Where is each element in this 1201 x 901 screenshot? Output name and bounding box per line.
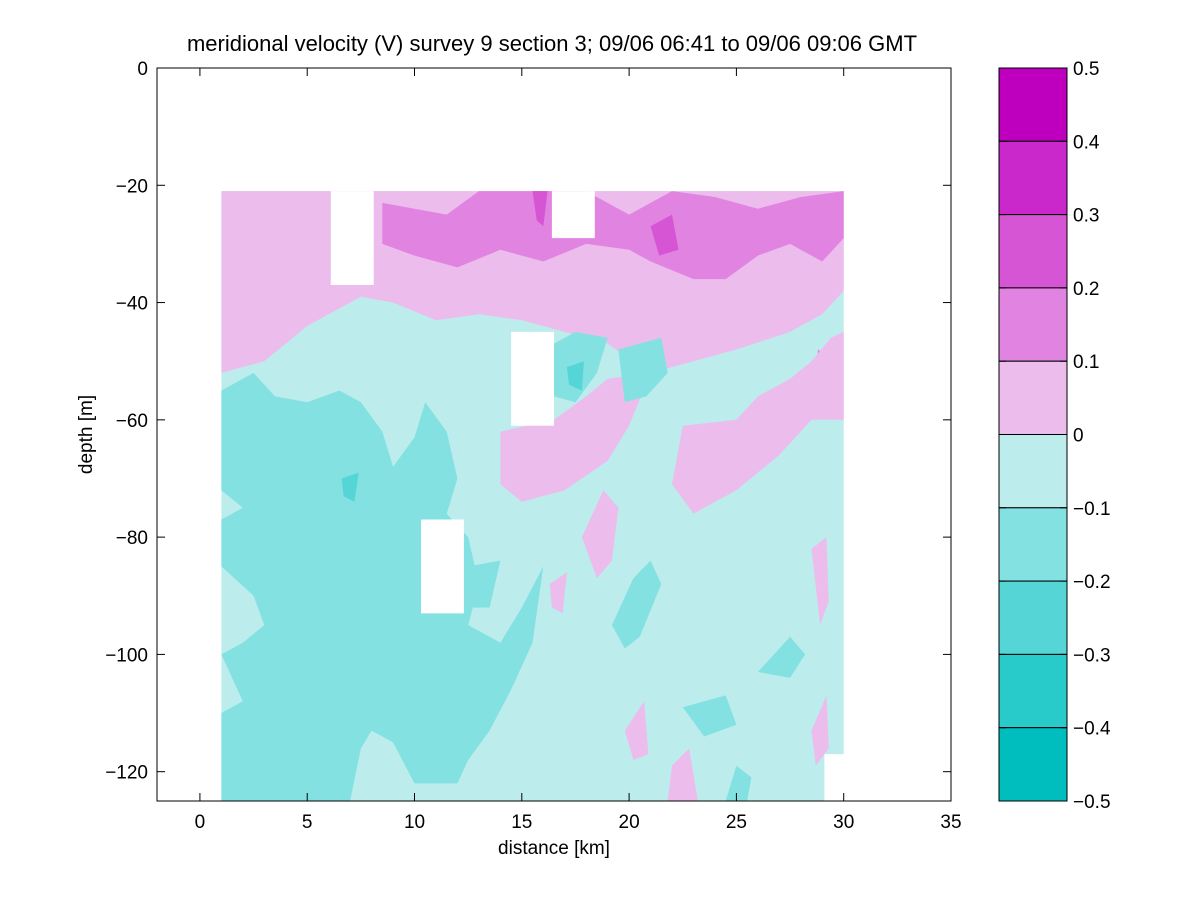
contour-region — [672, 331, 844, 514]
colorbar-tick-label: −0.4 — [1073, 719, 1111, 740]
colorbar-tick-label: 0.1 — [1073, 352, 1099, 373]
colorbar-swatch — [998, 214, 1068, 289]
contour-region — [725, 765, 752, 801]
y-tick-label: −120 — [105, 763, 148, 784]
contour-region — [618, 337, 668, 403]
contour-region — [611, 560, 662, 649]
contour-region — [532, 191, 548, 227]
x-tick-label: 20 — [619, 812, 640, 833]
colorbar-tick-label: 0.4 — [1073, 132, 1100, 153]
plot-area — [221, 191, 846, 801]
contour-region — [341, 472, 359, 502]
y-tick-label: 0 — [137, 59, 148, 80]
x-tick-label: 5 — [302, 812, 313, 833]
no-data-region — [551, 191, 595, 239]
x-tick-label: 25 — [726, 812, 747, 833]
y-axis: 0 −20 −40 −60 −80 −100 −120 — [105, 59, 951, 784]
y-tick-label: −100 — [105, 645, 148, 666]
contour-region — [468, 560, 501, 608]
contour-region — [811, 695, 829, 766]
colorbar-swatch — [998, 653, 1068, 729]
y-tick-label: −20 — [116, 176, 148, 197]
contour-region — [757, 636, 806, 678]
colorbar-swatch — [998, 580, 1068, 655]
x-axis-label: distance [km] — [498, 838, 610, 859]
x-axis: 0 5 10 15 20 25 30 35 — [195, 68, 962, 833]
no-data-region — [421, 519, 464, 614]
colorbar-swatch — [998, 360, 1068, 436]
contour-region — [382, 191, 844, 280]
no-data-region — [511, 331, 554, 426]
contour-region — [221, 372, 544, 801]
colorbar-swatch — [998, 287, 1068, 362]
contour-region — [650, 214, 679, 256]
colorbar-tick-label: 0 — [1073, 426, 1084, 447]
no-data-region — [824, 754, 846, 801]
y-axis-label: depth [m] — [76, 395, 97, 474]
contour-region — [624, 701, 649, 760]
colorbar-tick-label: −0.3 — [1073, 645, 1111, 666]
colorbar-swatch — [998, 507, 1068, 582]
colorbar-tick-label: −0.2 — [1073, 572, 1111, 593]
contour-region — [682, 695, 737, 737]
contour-region — [549, 572, 567, 614]
y-tick-label: −40 — [116, 294, 148, 315]
y-tick-label: −80 — [116, 528, 148, 549]
x-tick-label: 15 — [511, 812, 532, 833]
colorbar-tick-label: −0.1 — [1073, 499, 1111, 520]
contour-region — [500, 372, 651, 502]
x-tick-label: 10 — [404, 812, 425, 833]
no-data-region — [330, 191, 374, 285]
x-tick-label: 0 — [195, 812, 206, 833]
chart-title: meridional velocity (V) survey 9 section… — [187, 31, 917, 56]
contour-region — [566, 361, 584, 391]
colorbar-swatch — [998, 434, 1068, 509]
colorbar-swatch — [998, 67, 1068, 142]
x-tick-label: 30 — [833, 812, 854, 833]
colorbar: 0.5 0.4 0.3 0.2 0.1 0 −0.1 −0.2 −0.3 −0.4 −0.5 — [998, 59, 1111, 813]
x-tick-label: 35 — [940, 812, 961, 833]
colorbar-tick-label: −0.5 — [1073, 792, 1111, 813]
contour-region — [581, 490, 619, 579]
colorbar-tick-label: 0.5 — [1073, 59, 1099, 80]
colorbar-swatch — [998, 140, 1068, 216]
colorbar-tick-label: 0.3 — [1073, 206, 1099, 227]
contour-region — [667, 748, 698, 801]
contour-region — [811, 537, 829, 626]
plot-frame — [156, 67, 952, 802]
colorbar-swatch — [998, 727, 1068, 802]
colorbar-tick-label: 0.2 — [1073, 279, 1099, 300]
y-tick-label: −60 — [116, 411, 148, 432]
